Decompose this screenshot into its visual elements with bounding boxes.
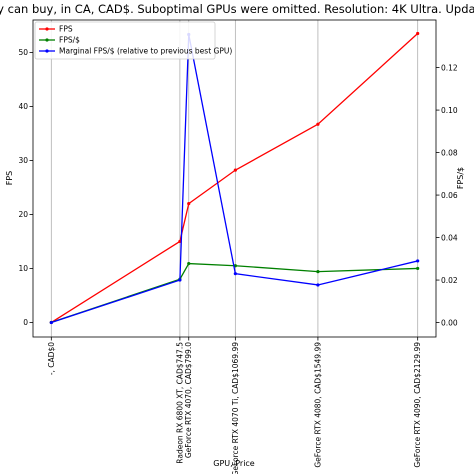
y-tick-label-right: 0.08	[441, 148, 458, 157]
y-tick-label-right: 0.02	[441, 276, 458, 285]
y-tick-label-right: 0.04	[441, 233, 458, 242]
y-axis-label-left: FPS	[5, 171, 14, 186]
series-point-1	[187, 261, 191, 266]
x-tick-label: Radeon RX 6800 XT, CAD$747.5	[175, 342, 184, 464]
series-line-2	[51, 34, 418, 324]
legend-box	[34, 21, 216, 60]
series-point-1	[316, 270, 320, 274]
legend-label-1: FPS/$	[59, 36, 80, 45]
x-tick-label: GeForce RTX 4070 Ti, CAD$1069.99	[231, 342, 240, 474]
series-layer	[49, 31, 420, 325]
y-tick-label-right: 0.06	[441, 191, 458, 200]
series-line-1	[51, 262, 418, 324]
y-tick-label-right: 0.00	[441, 318, 458, 327]
x-tick-label: GeForce RTX 4090, CAD$2129.99	[413, 342, 422, 468]
x-tick-label: GeForce RTX 4070, CAD$799.0	[184, 342, 193, 458]
y-tick-label-left: 40	[18, 102, 28, 111]
series-point-0	[187, 202, 191, 206]
series-point-2	[416, 259, 420, 263]
y-tick-label-left: 20	[18, 210, 28, 219]
series-point-2	[316, 283, 320, 287]
x-tick-label: GeForce RTX 4080, CAD$1549.99	[313, 342, 322, 468]
legend-label-0: FPS	[59, 25, 73, 34]
series-point-0	[316, 122, 320, 126]
y-tick-label-right: 0.10	[441, 106, 458, 115]
legend: FPS FPS/$ Marginal FPS/$ (relative to prev…	[34, 21, 232, 60]
chart-title: Best GPUs money can buy, in CA, CAD$. Su…	[0, 2, 474, 16]
series-point-0	[233, 168, 237, 172]
series-point-1	[416, 266, 420, 271]
legend-label-2: Marginal FPS/$ (relative to previous bes…	[59, 47, 232, 56]
series-point-0	[416, 31, 420, 36]
series-point-2	[233, 272, 237, 276]
series-line-0	[50, 33, 419, 323]
series-point-2	[49, 320, 53, 325]
grid-layer	[50, 20, 419, 337]
axes-layer: -, CAD$0 Radeon RX 6800 XT, CAD$747.5 GeFo…	[18, 48, 457, 474]
legend-marker-0	[45, 27, 49, 31]
y-tick-label-left: 0	[23, 318, 28, 327]
legend-marker-1	[45, 38, 49, 42]
series-point-2	[178, 278, 182, 282]
plot-frame	[32, 19, 437, 338]
x-axis-label: GPU, Price	[213, 459, 255, 468]
legend-marker-2	[45, 49, 49, 53]
y-tick-label-right: 0.12	[441, 63, 458, 72]
y-tick-label-left: 30	[18, 156, 28, 165]
y-axis-label-right: FPS/$	[456, 167, 465, 189]
y-tick-label-left: 10	[18, 264, 28, 273]
x-tick-label: -, CAD$0	[47, 342, 56, 375]
y-tick-label-left: 50	[18, 48, 28, 57]
